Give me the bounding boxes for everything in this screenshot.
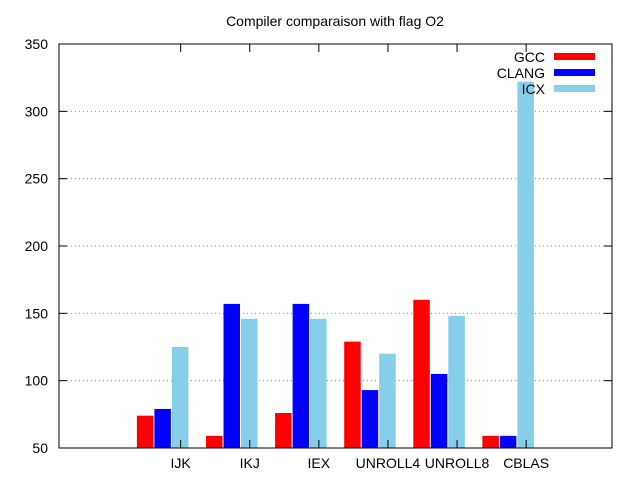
x-tick-label: IKJ — [240, 455, 260, 471]
bar-icx-ikj — [241, 318, 258, 448]
bar-icx-iex — [310, 318, 327, 448]
y-tick-label: 200 — [25, 238, 49, 254]
y-axis: 50 100 150 200 250 300 350 — [25, 36, 612, 456]
y-tick-label: 250 — [25, 171, 49, 187]
y-tick-label: 100 — [25, 373, 49, 389]
x-tick-label: UNROLL8 — [425, 455, 490, 471]
bar-gcc-ikj — [206, 435, 223, 448]
bar-icx-ijk — [171, 347, 189, 448]
bar-clang-iex — [292, 303, 310, 448]
legend-label-icx: ICX — [522, 81, 546, 97]
bar-gcc-iex — [275, 412, 292, 448]
y-tick-label: 350 — [25, 36, 49, 52]
bar-gcc-unroll8 — [413, 299, 430, 448]
y-tick-label: 300 — [25, 103, 49, 119]
x-axis: IJK IKJ IEX UNROLL4 UNROLL8 CBLAS — [171, 44, 549, 471]
chart-title: Compiler comparaison with flag O2 — [226, 13, 444, 29]
bar-gcc-ijk — [136, 415, 154, 448]
legend-swatch-icx — [554, 85, 595, 92]
bar-gcc-cblas — [482, 435, 499, 448]
bar-clang-unroll4 — [361, 390, 379, 448]
bars — [136, 81, 534, 448]
legend-label-gcc: GCC — [514, 49, 545, 65]
x-tick-label: UNROLL4 — [356, 455, 421, 471]
bar-clang-ikj — [223, 303, 240, 448]
bar-icx-cblas — [517, 81, 534, 448]
bar-clang-unroll8 — [430, 373, 448, 448]
x-tick-label: CBLAS — [503, 455, 549, 471]
bar-gcc-unroll4 — [344, 341, 361, 448]
bar-clang-cblas — [499, 435, 517, 448]
legend-label-clang: CLANG — [497, 65, 545, 81]
legend-swatch-clang — [554, 69, 595, 76]
bar-clang-ijk — [154, 408, 171, 448]
bar-icx-unroll8 — [448, 316, 465, 448]
y-tick-label: 50 — [32, 440, 48, 456]
bar-icx-unroll4 — [379, 353, 396, 448]
x-tick-label: IEX — [308, 455, 331, 471]
legend-swatch-gcc — [554, 53, 595, 60]
y-tick-label: 150 — [25, 305, 49, 321]
x-tick-label: IJK — [171, 455, 192, 471]
